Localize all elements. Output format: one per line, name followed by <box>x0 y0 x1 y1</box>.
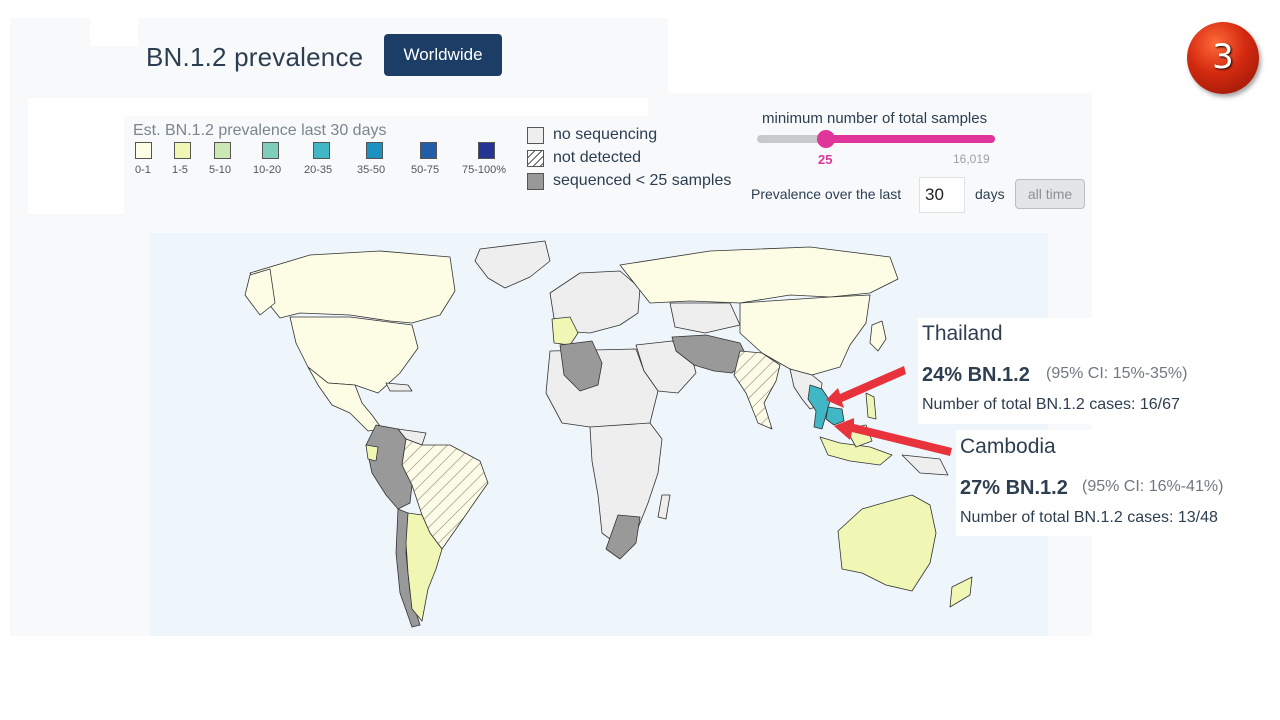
legend-swatch-0-1 <box>135 142 152 159</box>
arrow-cambodia <box>834 418 952 456</box>
legend-title: Est. BN.1.2 prevalence last 30 days <box>133 122 387 139</box>
map-region-australia[interactable] <box>837 494 937 592</box>
legend-low-samples-swatch <box>527 173 544 190</box>
legend-no-sequencing-label: no sequencing <box>553 126 658 143</box>
legend-swatch-50-75 <box>420 142 437 159</box>
legend-label: 1-5 <box>172 164 188 176</box>
map-region-russia[interactable] <box>619 246 899 304</box>
arrow-thailand <box>826 366 906 408</box>
tooltip-cases: Number of total BN.1.2 cases: 16/67 <box>922 396 1180 413</box>
map-region-argentina[interactable] <box>405 512 443 622</box>
map-region-japan[interactable] <box>869 320 887 352</box>
map-region-cambodia[interactable] <box>825 406 845 426</box>
map-region-southern-africa[interactable] <box>605 514 641 560</box>
all-time-button[interactable]: all time <box>1015 179 1085 209</box>
legend-label: 0-1 <box>135 164 151 176</box>
blank-area <box>90 18 138 46</box>
map-region-china[interactable] <box>739 294 871 376</box>
worldwide-button[interactable]: Worldwide <box>384 34 502 76</box>
map-region-canada[interactable] <box>249 250 456 324</box>
days-label: days <box>975 186 1005 202</box>
legend-label: 50-75 <box>411 164 440 176</box>
map-region-philippines[interactable] <box>865 392 877 420</box>
map-region-thailand[interactable] <box>807 384 831 430</box>
legend-swatch-75-100 <box>478 142 495 159</box>
tooltip-ci: (95% CI: 15%-35%) <box>1046 365 1188 382</box>
legend-label: 10-20 <box>253 164 282 176</box>
map-region-brazil[interactable] <box>401 438 489 550</box>
tooltip-prevalence: 27% BN.1.2 <box>960 477 1068 499</box>
prevalence-label: Prevalence over the last <box>751 186 902 202</box>
map-region-kazakhstan[interactable] <box>669 302 741 334</box>
tooltip-thailand <box>918 318 1228 424</box>
legend-label: 75-100% <box>462 164 507 176</box>
map-region-india[interactable] <box>733 350 781 430</box>
slider-handle[interactable] <box>817 130 835 148</box>
legend-not-detected-label: not detected <box>553 149 642 166</box>
tooltip-country: Thailand <box>922 322 1003 345</box>
blank-area <box>28 98 124 214</box>
days-input[interactable] <box>919 177 965 213</box>
slider-min-value: 25 <box>818 152 833 167</box>
legend-swatch-35-50 <box>366 142 383 159</box>
tooltip-cambodia <box>956 430 1256 536</box>
map-region-alaska[interactable] <box>244 268 276 316</box>
legend-no-sequencing-swatch <box>527 127 544 144</box>
tooltip-ci: (95% CI: 16%-41%) <box>1082 478 1224 495</box>
legend-swatch-5-10 <box>214 142 231 159</box>
slider-max-value: 16,019 <box>953 152 990 166</box>
slide-number-badge: 3 <box>1187 22 1259 94</box>
tooltip-cases: Number of total BN.1.2 cases: 13/48 <box>960 509 1218 526</box>
map-region-new-guinea[interactable] <box>901 454 949 476</box>
legend-label: 35-50 <box>357 164 386 176</box>
map-region-western-europe[interactable] <box>551 316 579 346</box>
slider-title: minimum number of total samples <box>762 110 988 127</box>
map-region-ecuador[interactable] <box>365 444 379 462</box>
legend-low-samples-label: sequenced < 25 samples <box>553 172 732 189</box>
arrow-annotations <box>826 366 952 456</box>
map-region-iran[interactable] <box>671 334 749 374</box>
tooltip-prevalence: 24% BN.1.2 <box>922 364 1030 386</box>
legend-swatch-10-20 <box>262 142 279 159</box>
map-region-indonesia[interactable] <box>819 436 893 466</box>
tooltip-country: Cambodia <box>960 435 1056 458</box>
legend-swatch-1-5 <box>174 142 191 159</box>
slider-fill <box>826 135 995 143</box>
map-region-algeria[interactable] <box>559 340 603 392</box>
map-region-greenland[interactable] <box>474 240 551 289</box>
legend-label: 5-10 <box>209 164 232 176</box>
page-title: BN.1.2 prevalence <box>146 42 364 72</box>
map-region-madagascar[interactable] <box>657 494 671 520</box>
legend-label: 20-35 <box>304 164 333 176</box>
legend-not-detected-swatch <box>527 150 544 167</box>
blank-area <box>124 98 648 116</box>
map-region-usa[interactable] <box>289 316 419 394</box>
map-region-new-zealand[interactable] <box>949 576 973 608</box>
blank-area <box>668 18 1092 93</box>
map-region-caribbean[interactable] <box>385 382 413 392</box>
world-map[interactable] <box>150 233 1048 636</box>
legend-swatch-20-35 <box>313 142 330 159</box>
